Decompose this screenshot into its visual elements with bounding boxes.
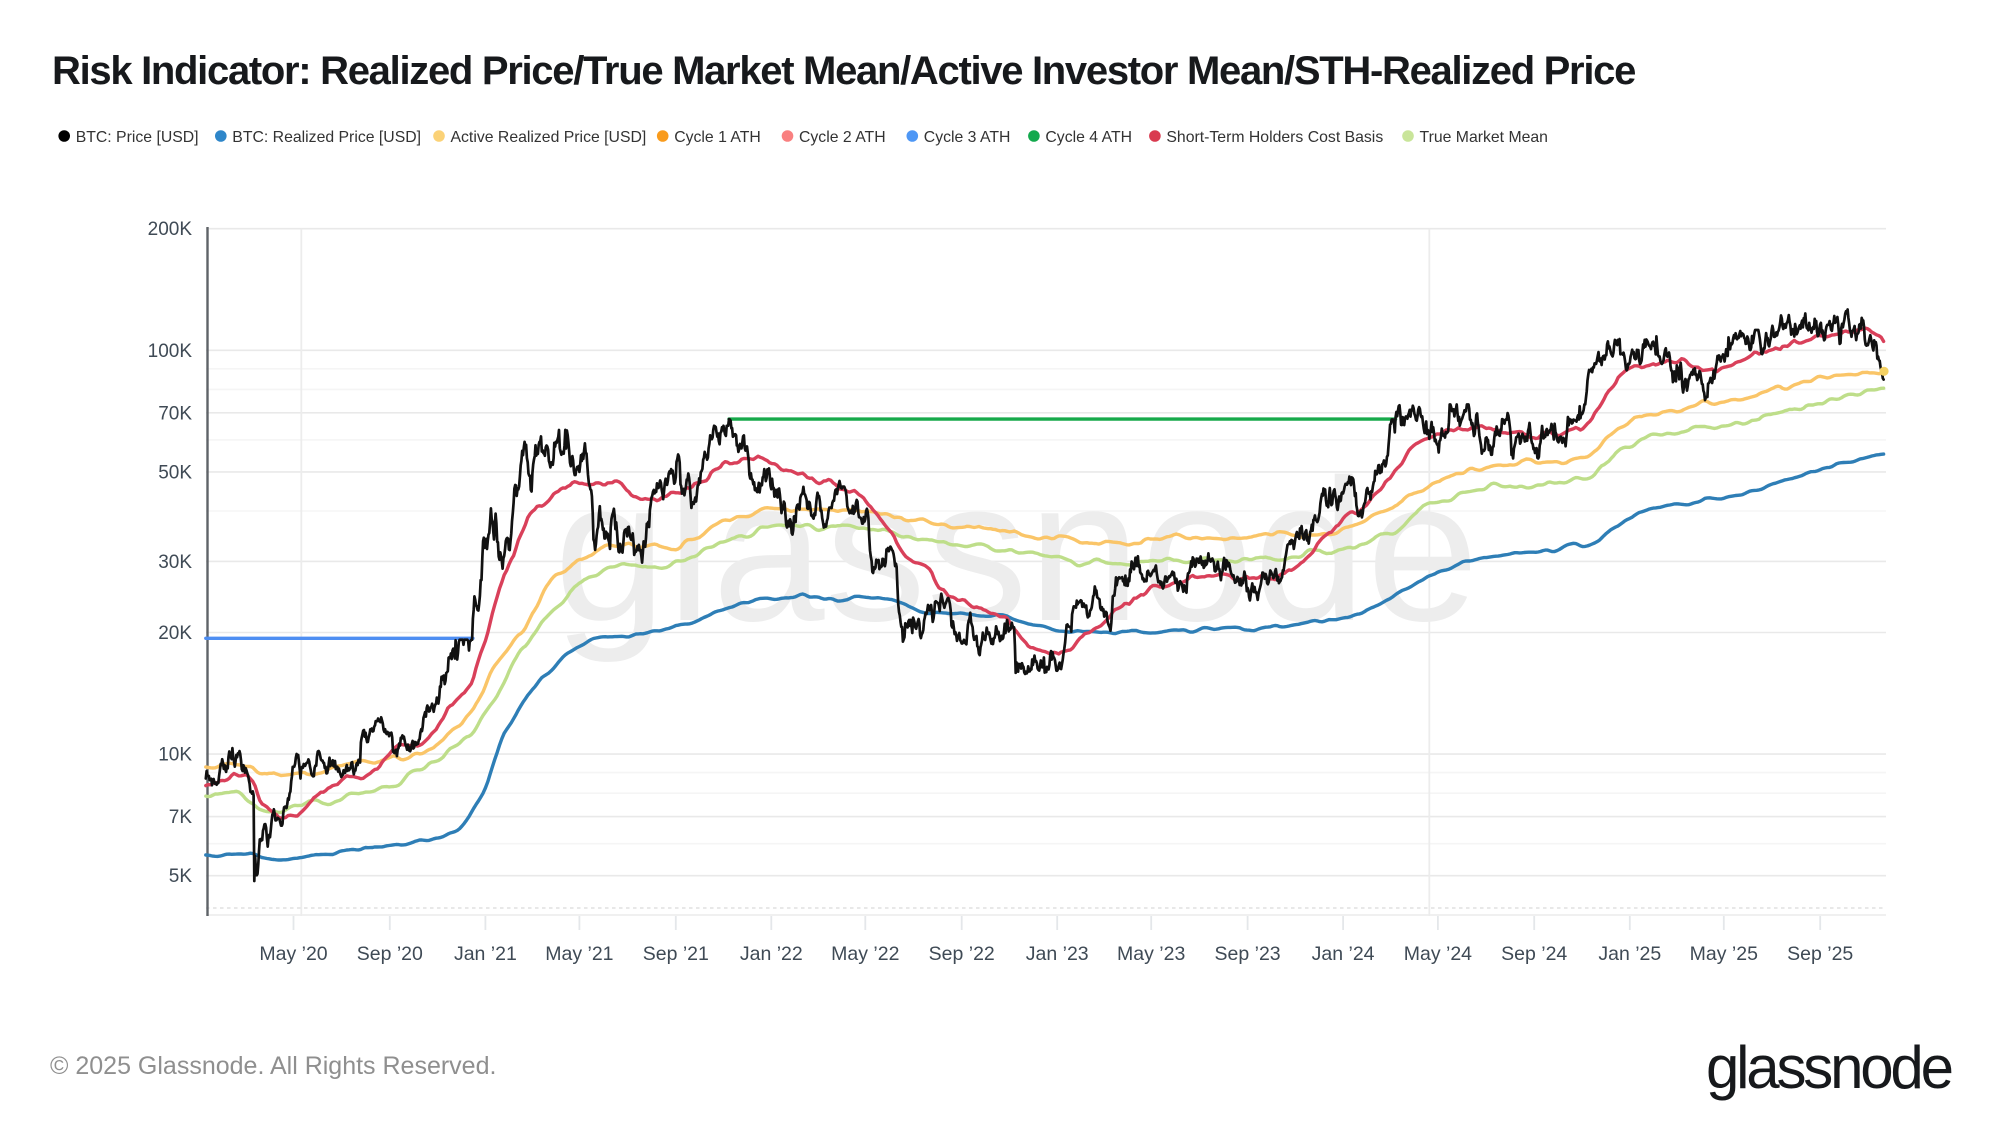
svg-text:100K: 100K <box>148 341 193 362</box>
svg-text:200K: 200K <box>148 219 193 240</box>
svg-text:Cycle 2 ATH: Cycle 2 ATH <box>799 129 886 146</box>
svg-text:Sep ’22: Sep ’22 <box>929 943 995 965</box>
svg-text:70K: 70K <box>158 403 192 424</box>
svg-text:Sep ’25: Sep ’25 <box>1787 943 1853 965</box>
svg-text:BTC: Realized Price [USD]: BTC: Realized Price [USD] <box>232 129 421 146</box>
svg-text:Risk Indicator: Realized Price: Risk Indicator: Realized Price/True Mark… <box>52 49 1635 93</box>
svg-text:Cycle 1 ATH: Cycle 1 ATH <box>674 129 761 146</box>
svg-text:Jan ’25: Jan ’25 <box>1598 943 1661 965</box>
svg-text:Jan ’22: Jan ’22 <box>740 943 803 965</box>
svg-text:10K: 10K <box>158 745 192 766</box>
svg-text:BTC: Price [USD]: BTC: Price [USD] <box>76 129 199 146</box>
svg-text:Jan ’24: Jan ’24 <box>1312 943 1375 965</box>
svg-text:7K: 7K <box>169 807 193 828</box>
svg-text:Sep ’21: Sep ’21 <box>643 943 709 965</box>
svg-text:Cycle 4 ATH: Cycle 4 ATH <box>1045 129 1132 146</box>
svg-text:May ’24: May ’24 <box>1404 943 1472 965</box>
svg-text:May ’25: May ’25 <box>1690 943 1758 965</box>
svg-text:30K: 30K <box>158 552 192 573</box>
svg-text:Jan ’21: Jan ’21 <box>454 943 517 965</box>
svg-text:Sep ’24: Sep ’24 <box>1501 943 1567 965</box>
svg-text:Cycle 3 ATH: Cycle 3 ATH <box>924 129 1011 146</box>
svg-text:50K: 50K <box>158 462 192 483</box>
svg-text:glassnode: glassnode <box>554 437 1479 663</box>
svg-text:Active Realized Price [USD]: Active Realized Price [USD] <box>451 129 647 146</box>
svg-text:May ’22: May ’22 <box>831 943 899 965</box>
svg-text:5K: 5K <box>169 866 193 887</box>
svg-text:glassnode: glassnode <box>1706 1034 1952 1101</box>
svg-text:Jan ’23: Jan ’23 <box>1026 943 1089 965</box>
svg-text:May ’21: May ’21 <box>545 943 613 965</box>
svg-text:May ’20: May ’20 <box>259 943 327 965</box>
svg-text:Short-Term Holders Cost Basis: Short-Term Holders Cost Basis <box>1166 129 1383 146</box>
svg-text:20K: 20K <box>158 623 192 644</box>
svg-text:May ’23: May ’23 <box>1117 943 1185 965</box>
svg-text:True Market Mean: True Market Mean <box>1420 129 1548 146</box>
svg-text:Sep ’23: Sep ’23 <box>1215 943 1281 965</box>
svg-text:© 2025 Glassnode. All Rights R: © 2025 Glassnode. All Rights Reserved. <box>50 1052 496 1080</box>
svg-text:Sep ’20: Sep ’20 <box>357 943 423 965</box>
